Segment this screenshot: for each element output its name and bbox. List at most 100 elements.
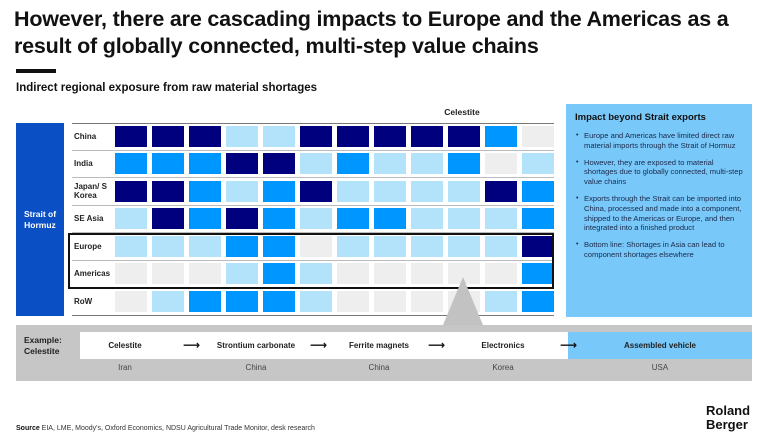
heatmap-cell (226, 290, 258, 312)
heatmap-cell (522, 180, 554, 202)
heatmap-cell (226, 125, 258, 147)
heatmap-cell (115, 290, 147, 312)
heatmap-cell (522, 263, 554, 285)
heatmap-cell (226, 153, 258, 175)
arrow-right-icon: ⟶ (428, 338, 446, 352)
heatmap-cell (152, 208, 184, 230)
heatmap-cell (263, 290, 295, 312)
heatmap-cell (152, 290, 184, 312)
row-cells (115, 235, 554, 257)
heatmap-cell (374, 290, 406, 312)
grid-top-line (72, 123, 554, 124)
heatmap-cell (337, 235, 369, 257)
chain-final-band (568, 332, 752, 359)
heatmap-cell (448, 208, 480, 230)
heatmap-cell (152, 263, 184, 285)
heatmap-cell (115, 235, 147, 257)
heatmap-cell (448, 180, 480, 202)
heatmap-cell (522, 153, 554, 175)
heatmap-cell (115, 153, 147, 175)
heatmap-cell (485, 263, 517, 285)
panel-bullet: Exports through the Strait can be import… (575, 194, 743, 233)
chain-step-assembled-vehicle: Assembled vehicle (623, 340, 697, 350)
chain-country: China (368, 363, 390, 372)
heatmap-cell (115, 208, 147, 230)
heatmap-cell (337, 263, 369, 285)
row-label: China (74, 131, 97, 141)
panel-title: Impact beyond Strait exports (575, 112, 706, 123)
strait-of-hormuz-group-label: Strait of Hormuz (16, 123, 64, 316)
heatmap-cell (522, 235, 554, 257)
heatmap-cell (263, 180, 295, 202)
heatmap-cell (300, 235, 332, 257)
heatmap-cell (337, 153, 369, 175)
chart-subtitle: Indirect regional exposure from raw mate… (16, 82, 318, 94)
panel-bullet: Europe and Americas have limited direct … (575, 131, 743, 151)
chain-step-ferrite-magnets: Ferrite magnets (348, 340, 410, 350)
heatmap-cell (263, 208, 295, 230)
chain-step-electronics: Electronics (481, 340, 525, 350)
heatmap-cell (411, 180, 443, 202)
chain-country: Korea (492, 363, 514, 372)
row-label: SE Asia (74, 214, 104, 223)
heatmap-cell (374, 208, 406, 230)
heatmap-cell (300, 208, 332, 230)
heatmap-cell (152, 153, 184, 175)
heatmap-row: China (72, 123, 554, 151)
row-cells (115, 180, 554, 202)
heatmap-cell (374, 235, 406, 257)
heatmap-cell (337, 180, 369, 202)
heatmap-cell (152, 125, 184, 147)
heatmap-cell (337, 290, 369, 312)
chain-country: USA (651, 363, 669, 372)
heatmap-row: Japan/ S Korea (72, 178, 554, 206)
heatmap-cell (522, 125, 554, 147)
heatmap-cell (485, 153, 517, 175)
impact-panel: Impact beyond Strait exports Europe and … (566, 104, 752, 317)
heatmap-cell (448, 235, 480, 257)
heatmap-cell (411, 125, 443, 147)
heatmap-cell (300, 290, 332, 312)
heatmap-row: India (72, 151, 554, 178)
heatmap-cell (115, 125, 147, 147)
heatmap-cell (226, 263, 258, 285)
heatmap-cell (300, 180, 332, 202)
heatmap-cell (374, 180, 406, 202)
heatmap-cell (411, 235, 443, 257)
chain-step-strontium-carbonate: Strontium carbonate (216, 340, 296, 350)
row-label: Europe (74, 241, 102, 251)
heatmap-cell (263, 125, 295, 147)
source-text: EIA, LME, Moody's, Oxford Economics, NDS… (39, 425, 315, 432)
panel-bullet: Bottom line: Shortages in Asia can lead … (575, 240, 743, 260)
value-chain-example: Example: Celestite Celestite ⟶ Strontium… (16, 325, 752, 381)
heatmap-cell (263, 235, 295, 257)
row-label: RoW (74, 296, 93, 306)
heatmap-cell (411, 290, 443, 312)
heatmap-cell (189, 290, 221, 312)
chain-label: Example: Celestite (24, 335, 62, 356)
heatmap-row: SE Asia (72, 206, 554, 233)
heatmap-cell (522, 208, 554, 230)
heatmap-cell (226, 180, 258, 202)
row-label: India (74, 159, 93, 168)
heatmap-cell (448, 153, 480, 175)
row-cells (115, 208, 554, 230)
heatmap-cell (300, 125, 332, 147)
heatmap-cell (263, 153, 295, 175)
heatmap-cell (374, 125, 406, 147)
roland-berger-logo: Roland Berger (706, 404, 750, 432)
heatmap-cell (411, 153, 443, 175)
logo-line: Berger (706, 417, 748, 432)
row-cells (115, 153, 554, 175)
heatmap-cell (485, 290, 517, 312)
title-underline (16, 69, 56, 73)
heatmap-cell (115, 263, 147, 285)
heatmap-cell (189, 125, 221, 147)
panel-bullet: However, they are exposed to material sh… (575, 158, 743, 187)
heatmap-cell (226, 208, 258, 230)
source-label: Source (16, 425, 40, 432)
heatmap-cell (485, 180, 517, 202)
heatmap-cell (448, 125, 480, 147)
row-cells (115, 125, 554, 147)
heatmap-cell (411, 263, 443, 285)
